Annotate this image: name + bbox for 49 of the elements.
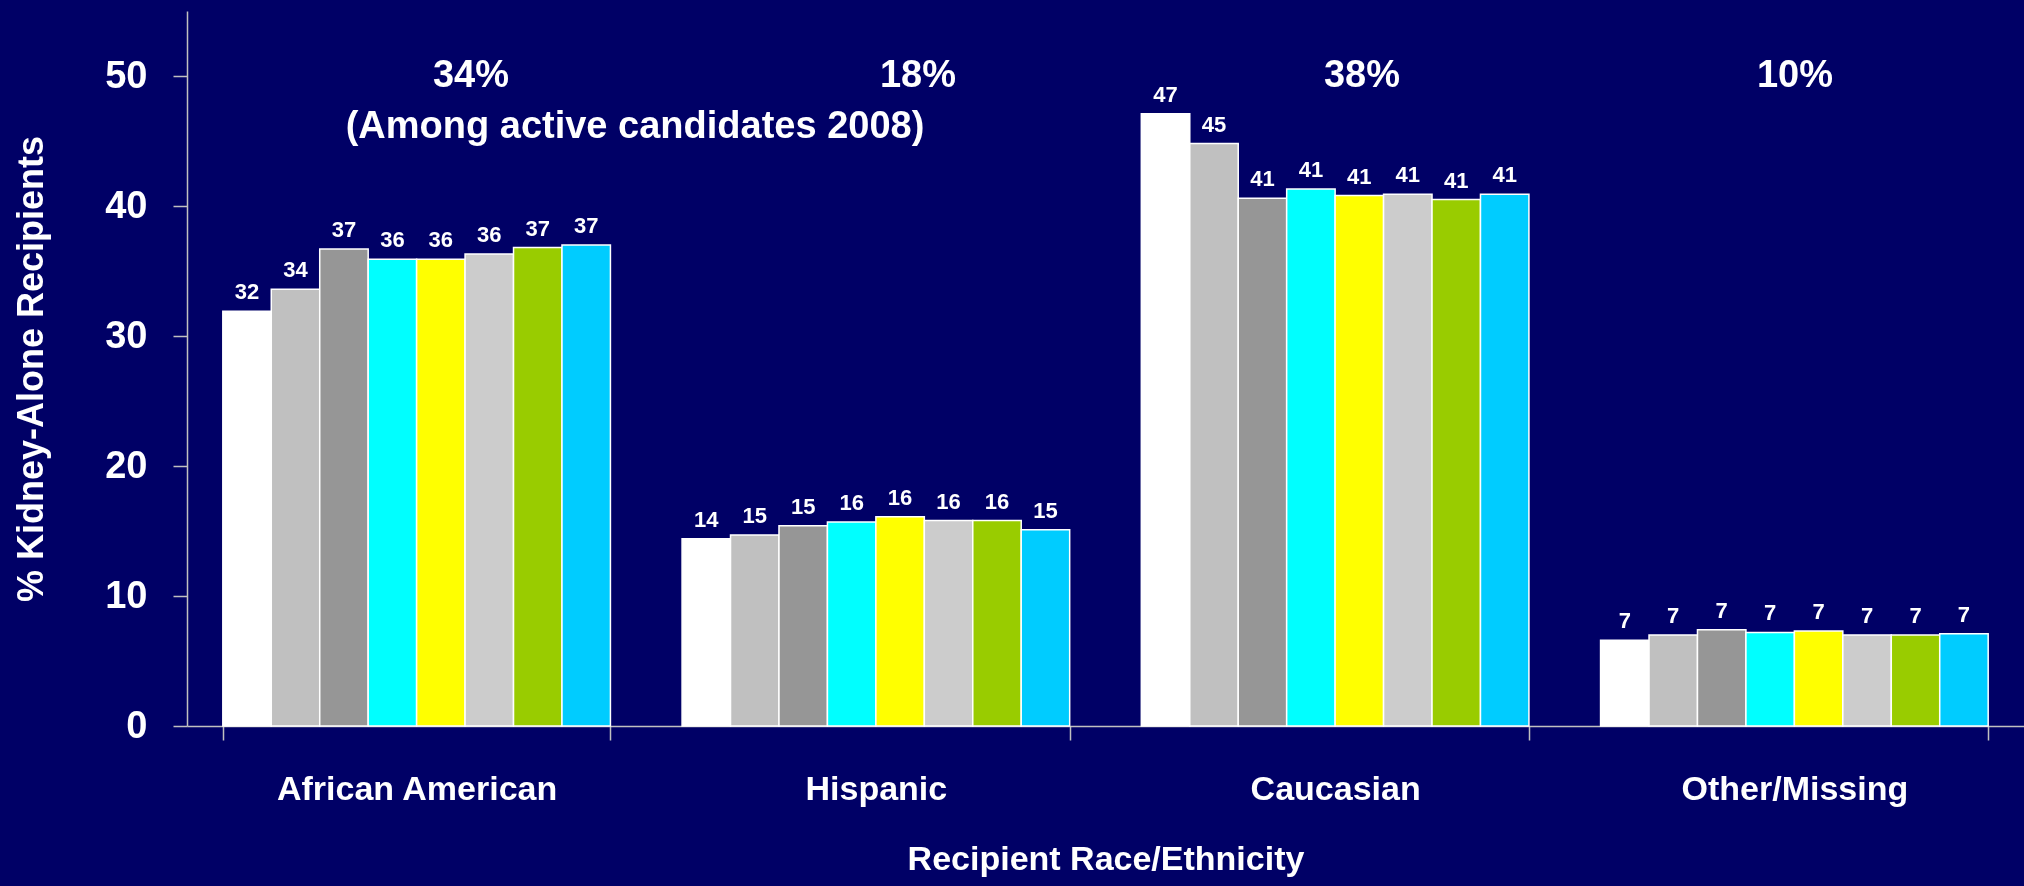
- data-label: 41: [1444, 167, 1469, 193]
- annotation: 10%: [1756, 53, 1834, 95]
- data-label: 7: [1860, 603, 1874, 628]
- x-axis-title: Recipient Race/Ethnicity: [907, 838, 1305, 877]
- data-label: 16: [839, 489, 864, 515]
- data-label: 7: [1715, 597, 1728, 623]
- y-tick-label: 40: [105, 183, 148, 226]
- data-label: 41: [1347, 163, 1372, 189]
- data-label: 41: [1250, 166, 1275, 192]
- y-tick-label: 20: [105, 443, 148, 486]
- x-tick-label: Caucasian: [1250, 768, 1421, 807]
- y-tick-label: 50: [105, 53, 148, 96]
- data-label: 15: [1033, 497, 1058, 523]
- data-label: 7: [1764, 600, 1777, 626]
- data-label: 37: [525, 215, 550, 241]
- data-label: 41: [1298, 157, 1324, 183]
- annotation: 38%: [1323, 53, 1401, 95]
- y-axis-title: % Kidney-Alone Recipients: [9, 135, 51, 603]
- data-label: 16: [984, 488, 1010, 514]
- y-tick-label: 30: [105, 313, 148, 356]
- data-label: 7: [1667, 603, 1680, 628]
- data-label: 7: [1957, 601, 1971, 627]
- data-label: 15: [790, 493, 816, 519]
- data-label: 15: [742, 502, 767, 528]
- y-tick-label: 0: [126, 703, 148, 746]
- data-label: 7: [1812, 599, 1825, 625]
- data-label: 7: [1909, 603, 1922, 628]
- x-tick-label: Hispanic: [805, 768, 948, 807]
- data-label: 37: [331, 216, 357, 242]
- data-label: 47: [1153, 81, 1178, 107]
- data-label: 32: [234, 279, 260, 305]
- data-label: 16: [936, 488, 961, 514]
- data-label: 16: [887, 484, 913, 510]
- data-label: 45: [1201, 111, 1227, 137]
- data-label: 37: [573, 213, 599, 238]
- data-label: 41: [1395, 162, 1421, 188]
- data-label: 36: [477, 222, 502, 248]
- data-label: 36: [380, 227, 405, 253]
- x-tick-label: African American: [276, 768, 558, 807]
- annotation: 18%: [879, 53, 957, 95]
- data-label: 7: [1618, 608, 1631, 634]
- data-label: 41: [1492, 162, 1517, 188]
- data-label: 34: [283, 257, 309, 283]
- annotation: 34%: [432, 53, 510, 95]
- data-label: 14: [694, 506, 720, 532]
- data-label: 36: [428, 227, 454, 253]
- x-tick-label: Other/Missing: [1681, 768, 1909, 807]
- annotation: (Among active candidates 2008): [345, 104, 925, 146]
- y-tick-label: 10: [105, 573, 148, 616]
